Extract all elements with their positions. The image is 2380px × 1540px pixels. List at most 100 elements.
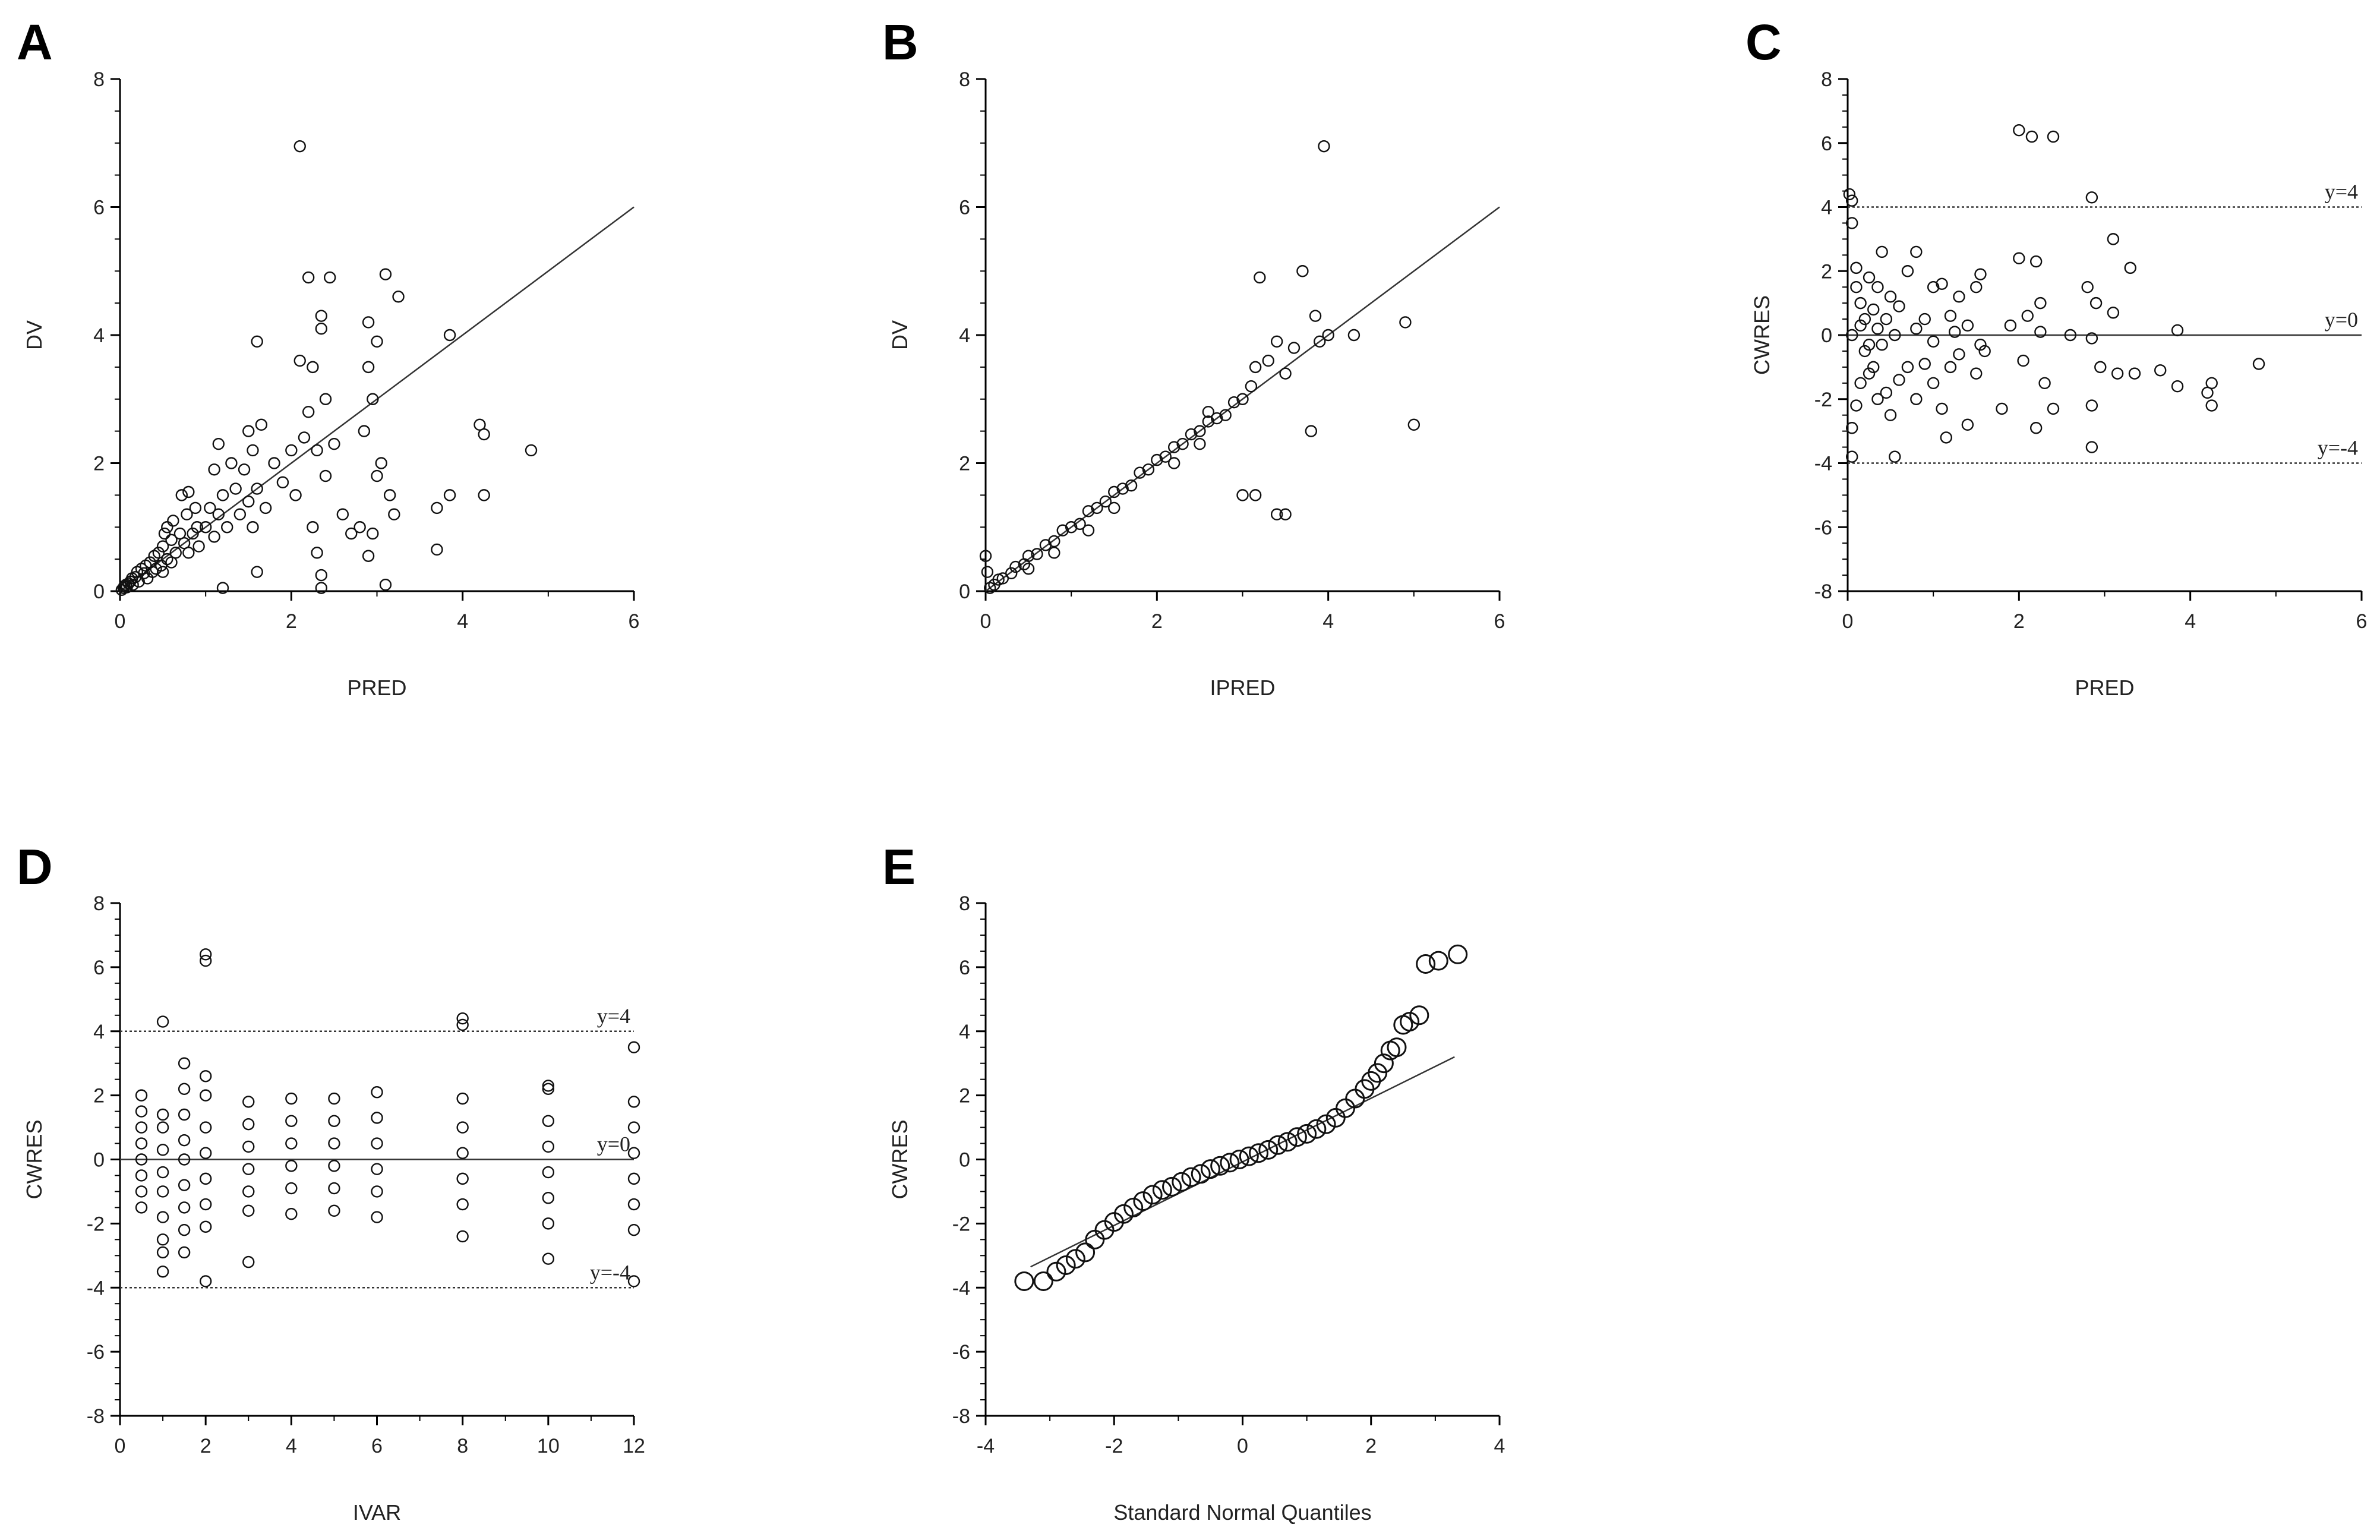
data-point bbox=[981, 566, 994, 578]
x-tick-label: 8 bbox=[457, 1435, 468, 1457]
data-point bbox=[371, 1112, 383, 1124]
data-point bbox=[353, 521, 366, 534]
data-point bbox=[328, 1160, 340, 1172]
data-point bbox=[285, 1137, 298, 1150]
data-point bbox=[2085, 191, 2098, 204]
data-point bbox=[242, 1140, 255, 1153]
data-point bbox=[1846, 329, 1858, 342]
data-point bbox=[238, 463, 251, 476]
data-point bbox=[1974, 338, 1987, 351]
y-tick-label: 6 bbox=[93, 957, 105, 979]
data-point bbox=[371, 1137, 383, 1150]
data-point bbox=[311, 444, 323, 457]
y-tick-label: 8 bbox=[959, 892, 970, 915]
data-point bbox=[1880, 386, 1893, 399]
data-point bbox=[158, 527, 171, 540]
data-point bbox=[307, 521, 319, 534]
data-point bbox=[1448, 944, 1468, 964]
data-point bbox=[1123, 1197, 1144, 1217]
data-point bbox=[178, 1246, 191, 1259]
data-point bbox=[525, 444, 538, 457]
data-point bbox=[208, 463, 220, 476]
data-point bbox=[1220, 1153, 1240, 1173]
y-tick-label: 2 bbox=[93, 453, 105, 475]
data-point bbox=[319, 393, 332, 405]
data-point bbox=[208, 531, 220, 543]
data-point bbox=[2013, 124, 2025, 137]
data-point bbox=[456, 1012, 469, 1025]
data-point bbox=[371, 335, 383, 348]
y-axis-label: DV bbox=[22, 320, 46, 350]
data-point bbox=[1944, 310, 1957, 322]
data-point bbox=[311, 547, 323, 559]
panel-a: A 0 2 4 6 0 2 4 6 8 PRED DV bbox=[17, 14, 639, 700]
data-point bbox=[2094, 361, 2107, 374]
data-point bbox=[1927, 377, 1940, 390]
x-axis-label: Standard Normal Quantiles bbox=[1113, 1500, 1371, 1525]
data-point bbox=[199, 521, 212, 534]
data-point bbox=[358, 425, 371, 437]
data-point bbox=[1279, 508, 1292, 520]
data-point bbox=[1279, 367, 1292, 380]
data-point bbox=[1854, 296, 1867, 310]
reference-line-label: y=0 bbox=[2325, 308, 2358, 332]
data-point bbox=[456, 1147, 469, 1159]
data-point bbox=[383, 489, 396, 501]
data-point bbox=[542, 1166, 555, 1179]
data-point bbox=[178, 1201, 191, 1214]
data-point bbox=[1309, 310, 1322, 322]
data-point bbox=[182, 485, 195, 498]
y-tick-label: 6 bbox=[959, 197, 970, 219]
data-point bbox=[319, 469, 332, 482]
data-point bbox=[1901, 265, 1914, 277]
x-axis-label: PRED bbox=[2075, 676, 2134, 700]
reference-line-label: y=-4 bbox=[2318, 436, 2358, 460]
data-point bbox=[1850, 280, 1863, 294]
data-point bbox=[328, 1137, 340, 1150]
data-point bbox=[156, 1246, 169, 1259]
data-point bbox=[178, 1057, 191, 1069]
data-point bbox=[187, 527, 199, 540]
data-point bbox=[362, 361, 375, 374]
data-point bbox=[1200, 1159, 1220, 1179]
data-point bbox=[285, 1160, 298, 1172]
data-point bbox=[1889, 329, 1901, 342]
data-point bbox=[156, 1015, 169, 1028]
data-point bbox=[1159, 450, 1172, 463]
data-point bbox=[233, 508, 247, 520]
data-point bbox=[542, 1140, 555, 1153]
data-point bbox=[1970, 367, 1983, 380]
data-point bbox=[1961, 418, 1974, 431]
y-axis-label: DV bbox=[888, 320, 912, 350]
data-point bbox=[1918, 358, 1931, 370]
data-point bbox=[191, 521, 203, 534]
x-axis-label: IVAR bbox=[353, 1500, 401, 1525]
data-point bbox=[627, 1275, 640, 1287]
x-tick-label: 0 bbox=[980, 610, 992, 633]
y-tick-label: 2 bbox=[93, 1085, 105, 1107]
data-point bbox=[1374, 1053, 1394, 1074]
data-point bbox=[371, 469, 383, 482]
x-tick-label: 6 bbox=[2356, 610, 2368, 633]
data-point bbox=[478, 428, 490, 441]
data-point bbox=[1219, 409, 1232, 421]
data-point bbox=[285, 444, 298, 457]
data-point bbox=[152, 547, 165, 559]
y-axis-label: CWRES bbox=[22, 1120, 46, 1200]
x-tick-label: 2 bbox=[2013, 610, 2025, 633]
data-point bbox=[242, 1096, 255, 1108]
data-point bbox=[2085, 332, 2098, 345]
panel-label: A bbox=[17, 14, 53, 70]
data-point bbox=[1287, 1127, 1307, 1147]
data-point bbox=[1176, 437, 1189, 450]
data-point bbox=[478, 489, 490, 501]
data-point bbox=[199, 954, 212, 967]
data-point bbox=[178, 1179, 191, 1191]
data-point bbox=[456, 1018, 469, 1031]
data-point bbox=[1185, 428, 1198, 441]
identity-line bbox=[119, 206, 635, 592]
y-tick-label: 8 bbox=[93, 892, 105, 915]
data-point bbox=[379, 268, 392, 280]
x-tick-label: 6 bbox=[371, 1435, 383, 1457]
reference-line-label: y=-4 bbox=[590, 1260, 630, 1284]
